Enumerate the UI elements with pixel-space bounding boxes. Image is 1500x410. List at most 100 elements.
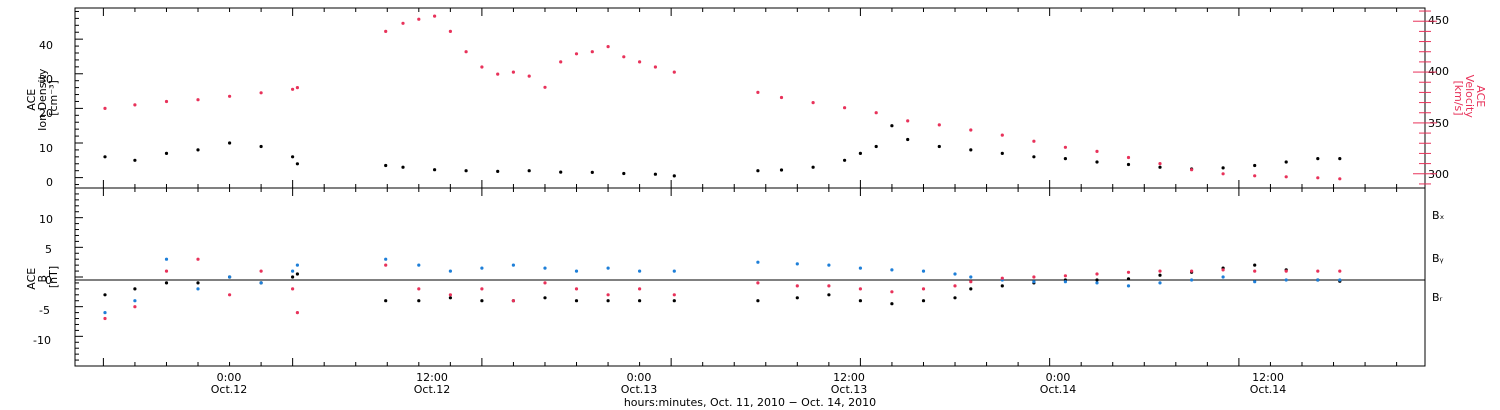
- bx-point: [480, 299, 484, 303]
- density-point: [890, 124, 894, 128]
- x-tick-time: 0:00: [217, 371, 242, 384]
- velocity-point: [384, 29, 388, 33]
- bz-point: [858, 287, 863, 291]
- velocity-point: [1221, 172, 1225, 176]
- bz-point: [1190, 269, 1194, 273]
- by-point: [480, 266, 484, 270]
- x-tick-date: Oct.13: [621, 383, 658, 396]
- by-point: [448, 269, 452, 273]
- bz-point: [574, 287, 579, 291]
- density-point: [291, 155, 295, 159]
- by-point: [638, 269, 642, 273]
- bx-point: [574, 299, 579, 303]
- density-point: [103, 155, 107, 159]
- by-point: [1338, 278, 1342, 282]
- bx-point: [1095, 278, 1099, 282]
- velocity-point: [1253, 174, 1257, 178]
- by-point: [827, 263, 831, 267]
- density-tick-labels: 0 10 20 30 40: [39, 39, 53, 189]
- bx-point: [890, 302, 894, 306]
- bz-point: [827, 284, 831, 288]
- by-point: [1221, 275, 1225, 279]
- velocity-point: [874, 111, 878, 115]
- velocity-axis-title: ACE Velocity [km/s]: [1452, 75, 1487, 122]
- density-point: [906, 137, 910, 142]
- field-tick-label: 10: [39, 213, 53, 226]
- x-tick-date: Oct.12: [414, 383, 451, 396]
- velocity-point: [464, 50, 468, 54]
- velocity-point: [756, 90, 760, 94]
- bz-point: [196, 257, 200, 261]
- early-velocity-point: [196, 98, 200, 102]
- density-point: [1095, 160, 1099, 164]
- density-point: [1000, 151, 1004, 155]
- density-point: [672, 174, 676, 178]
- density-point: [843, 158, 847, 162]
- by-point: [543, 266, 547, 270]
- density-point: [1316, 157, 1320, 161]
- velocity-point: [672, 70, 676, 74]
- by-point: [756, 260, 760, 264]
- velocity-point: [511, 70, 515, 74]
- bz-point: [164, 269, 169, 273]
- density-point: [401, 165, 405, 169]
- x-tick-time: 12:00: [833, 371, 865, 384]
- x-tick-time: 12:00: [1252, 371, 1284, 384]
- velocity-point: [480, 65, 484, 69]
- x-tick-date: Oct.14: [1250, 383, 1287, 396]
- by-point: [606, 266, 610, 270]
- early-velocity-point: [103, 106, 107, 110]
- by-point: [1284, 278, 1288, 282]
- velocity-point: [1032, 139, 1036, 143]
- density-point: [622, 171, 626, 176]
- bx-point: [827, 293, 831, 297]
- by-point: [291, 269, 295, 273]
- velocity-point: [638, 60, 642, 64]
- velocity-point: [843, 106, 847, 110]
- by-point: [1316, 278, 1320, 282]
- velocity-point: [779, 95, 784, 100]
- density-point: [1063, 157, 1067, 161]
- density-point: [1158, 165, 1162, 169]
- field-tick-label: -10: [33, 334, 51, 347]
- by-point: [969, 275, 973, 279]
- density-point: [384, 163, 388, 168]
- bx-point: [291, 275, 295, 279]
- velocity-tick-label: 450: [1428, 14, 1449, 27]
- early-velocity-point: [228, 94, 232, 98]
- bx-point: [1158, 273, 1162, 277]
- density-tick-label: 10: [39, 142, 53, 155]
- density-point: [858, 151, 863, 155]
- velocity-point: [417, 17, 421, 21]
- by-point: [574, 269, 579, 273]
- bz-point: [480, 287, 484, 291]
- velocity-point: [1063, 145, 1067, 149]
- velocity-point: [559, 60, 563, 64]
- by-point: [795, 262, 799, 266]
- x-tick-labels: 0:00 Oct.12 12:00 Oct.12 0:00 Oct.13 12:…: [211, 371, 1287, 396]
- velocity-point: [1190, 168, 1194, 172]
- bx-point: [448, 296, 452, 300]
- legend-bx: Bₓ: [1432, 209, 1445, 222]
- bz-point: [1032, 275, 1036, 279]
- early-velocity-point: [259, 91, 263, 95]
- density-point: [496, 169, 500, 173]
- density-point: [1284, 160, 1288, 164]
- density-point: [1221, 166, 1225, 170]
- bz-point: [103, 316, 107, 321]
- bx-point: [756, 299, 760, 303]
- velocity-point: [1284, 175, 1288, 179]
- by-point: [1253, 280, 1257, 284]
- velocity-tick-label: 300: [1428, 168, 1449, 181]
- density-point: [133, 158, 137, 162]
- bx-point: [858, 299, 863, 303]
- bz-point: [1063, 274, 1067, 278]
- by-point: [133, 299, 137, 303]
- bz-point: [1253, 269, 1257, 273]
- bz-point: [295, 311, 299, 315]
- field-tick-label: 5: [45, 243, 52, 256]
- velocity-tick-label: 350: [1428, 117, 1449, 130]
- velocity-point: [969, 128, 973, 132]
- bz-point: [1221, 268, 1225, 272]
- bz-point: [1000, 276, 1004, 280]
